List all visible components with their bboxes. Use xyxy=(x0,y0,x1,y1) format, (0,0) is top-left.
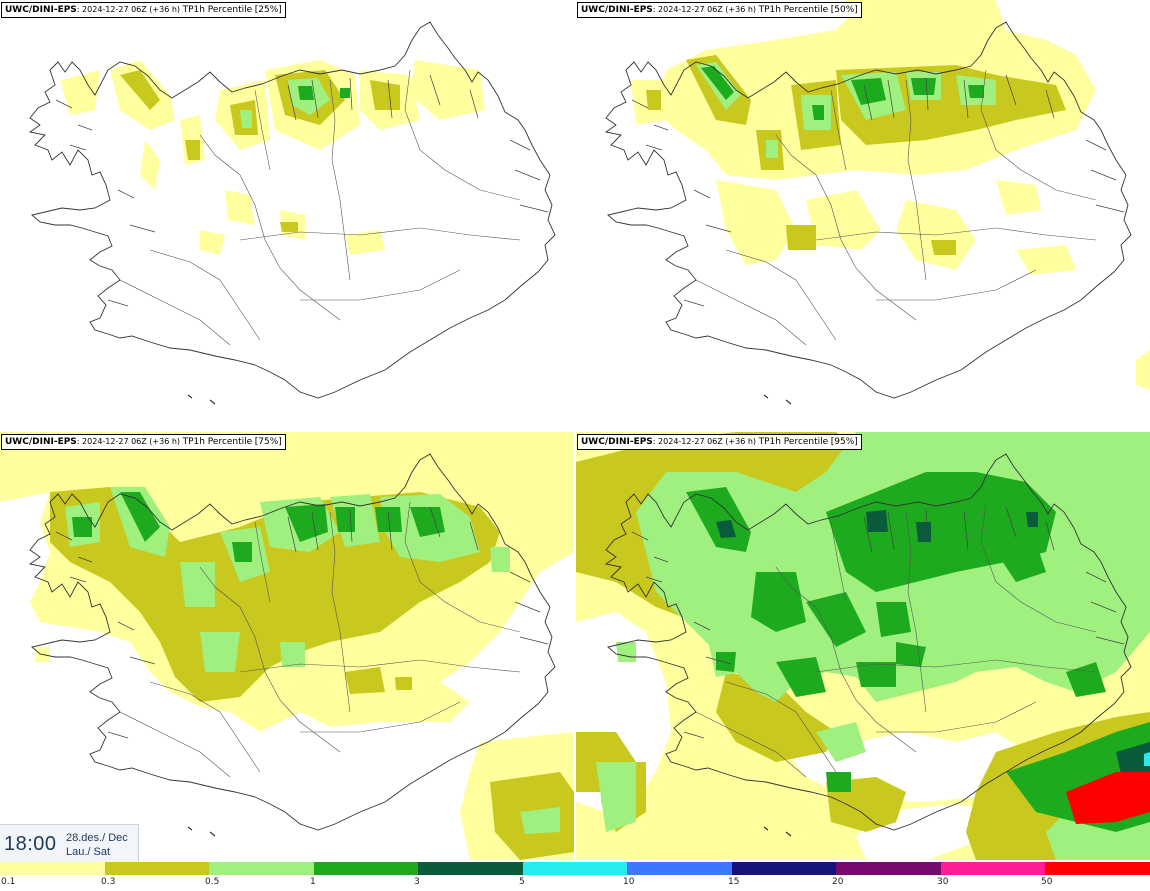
colorbar-tick-label: 0.1 xyxy=(1,877,16,887)
colorbar-segment xyxy=(940,862,1046,875)
colorbar-segment xyxy=(418,862,523,875)
panel-title: UWC/DINI-EPS: 2024-12-27 06Z (+36 h) TP1… xyxy=(1,434,286,450)
panel-title: UWC/DINI-EPS: 2024-12-27 06Z (+36 h) TP1… xyxy=(577,434,862,450)
colorbar-tick-label: 30 xyxy=(937,877,949,887)
colorbar-tick-label: 3 xyxy=(414,877,420,887)
colorbar-tick-label: 20 xyxy=(832,877,844,887)
valid-date-line1: 28.des./ Dec xyxy=(66,832,128,844)
colorbar-segment xyxy=(209,862,314,875)
colorbar-segment xyxy=(731,862,837,875)
valid-time-box: 18:00 28.des./ Dec Lau./ Sat xyxy=(0,824,139,863)
colorbar-segment xyxy=(313,862,419,875)
map-panel-p75: UWC/DINI-EPS: 2024-12-27 06Z (+36 h) TP1… xyxy=(0,432,574,860)
percentile-value: [75%] xyxy=(254,437,282,447)
colorbar-tick-label: 10 xyxy=(623,877,635,887)
valid-time: 18:00 xyxy=(4,833,57,855)
colorbar-segment xyxy=(0,862,105,875)
colorbar-tick-labels: 0.1 0.3 0.5 1 3 5 10 15 20 30 50 xyxy=(0,876,1150,891)
colorbar-tick-label: 5 xyxy=(519,877,525,887)
percentile-value: [25%] xyxy=(254,5,282,15)
precipitation-map-p75 xyxy=(0,432,574,860)
variable-name: TP1h Percentile xyxy=(758,437,829,447)
model-name: UWC/DINI-EPS xyxy=(581,437,653,447)
run-time: 2024-12-27 06Z (+36 h) xyxy=(658,5,757,14)
model-name: UWC/DINI-EPS xyxy=(5,5,77,15)
panel-title: UWC/DINI-EPS: 2024-12-27 06Z (+36 h) TP1… xyxy=(1,2,286,18)
map-panel-p25: UWC/DINI-EPS: 2024-12-27 06Z (+36 h) TP1… xyxy=(0,0,574,428)
colorbar-tick-label: 15 xyxy=(728,877,740,887)
colorbar-tick-label: 0.3 xyxy=(101,877,116,887)
panel-divider-horizontal xyxy=(0,428,1150,432)
variable-name: TP1h Percentile xyxy=(758,5,829,15)
precipitation-map-p50 xyxy=(605,0,1150,405)
valid-date-line2: Lau./ Sat xyxy=(66,846,111,858)
run-time: 2024-12-27 06Z (+36 h) xyxy=(82,5,181,14)
model-name: UWC/DINI-EPS xyxy=(5,437,77,447)
run-time: 2024-12-27 06Z (+36 h) xyxy=(82,437,181,446)
colorbar-segment xyxy=(522,862,628,875)
variable-name: TP1h Percentile xyxy=(182,5,253,15)
precipitation-colorbar xyxy=(0,862,1150,875)
variable-name: TP1h Percentile xyxy=(182,437,253,447)
colorbar-segment xyxy=(104,862,210,875)
model-name: UWC/DINI-EPS xyxy=(581,5,653,15)
colorbar-tick-label: 1 xyxy=(310,877,316,887)
colorbar-segment xyxy=(627,862,732,875)
percentile-value: [95%] xyxy=(830,437,858,447)
colorbar-segment xyxy=(836,862,941,875)
map-panel-p95: UWC/DINI-EPS: 2024-12-27 06Z (+36 h) TP1… xyxy=(576,432,1150,860)
percentile-value: [50%] xyxy=(830,5,858,15)
panel-title: UWC/DINI-EPS: 2024-12-27 06Z (+36 h) TP1… xyxy=(577,2,862,18)
run-time: 2024-12-27 06Z (+36 h) xyxy=(658,437,757,446)
precipitation-map-p25 xyxy=(29,21,556,405)
colorbar-segment xyxy=(1045,862,1150,875)
colorbar-tick-label: 50 xyxy=(1041,877,1053,887)
colorbar-tick-label: 0.5 xyxy=(205,877,220,887)
precipitation-map-p95 xyxy=(576,432,1150,860)
map-panel-p50: UWC/DINI-EPS: 2024-12-27 06Z (+36 h) TP1… xyxy=(576,0,1150,428)
